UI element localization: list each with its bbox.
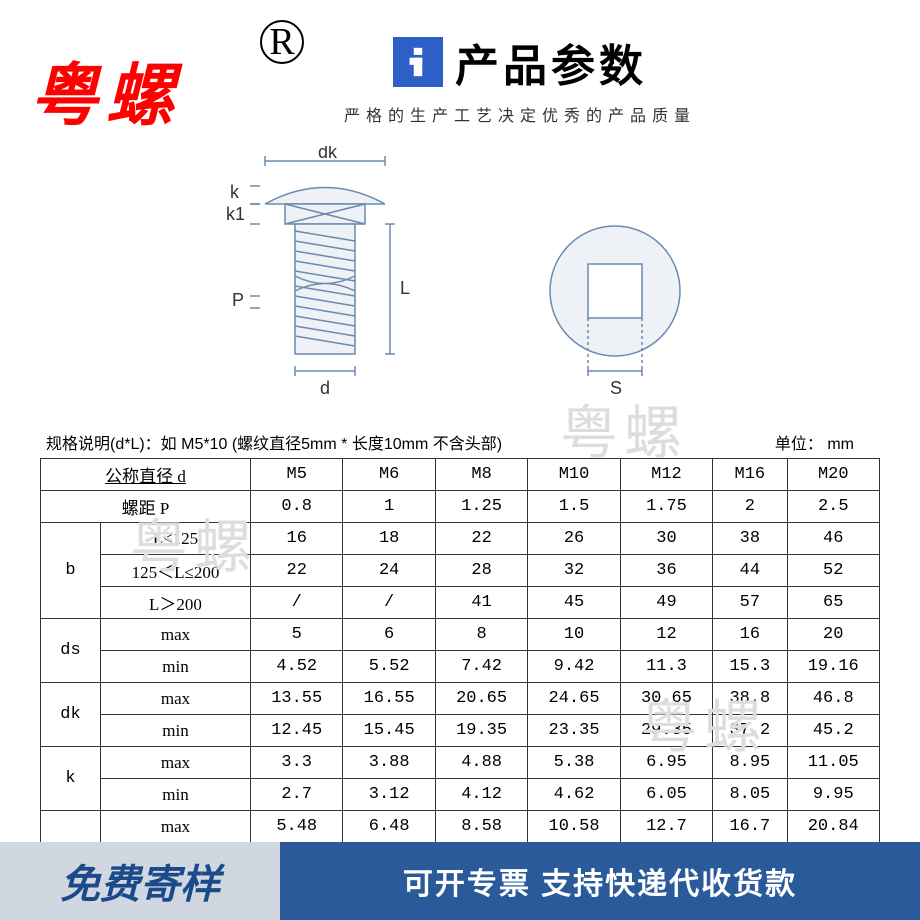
spec-note: 规格说明(d*L)：如 M5*10 (螺纹直径5mm * 长度10mm 不含头部… — [40, 426, 880, 458]
svg-text:S: S — [610, 378, 622, 398]
svg-text:L: L — [400, 278, 410, 298]
footer-right: 可开专票 支持快递代收货款 — [280, 842, 920, 920]
brand-logo: 粤螺 — [30, 40, 182, 139]
spec-table: 公称直径 dM5M6M8M10M12M16M20螺距 P0.811.251.51… — [40, 458, 880, 843]
screw-top-diagram: S — [530, 216, 710, 411]
table-area: 规格说明(d*L)：如 M5*10 (螺纹直径5mm * 长度10mm 不含头部… — [0, 426, 920, 843]
footer-left: 免费寄样 — [0, 842, 280, 920]
info-icon — [393, 37, 443, 87]
svg-text:d: d — [320, 378, 330, 398]
diagram-area: dk k k1 P L d S 粤螺 — [0, 136, 920, 426]
svg-text:k1: k1 — [226, 204, 245, 224]
svg-text:dk: dk — [318, 146, 338, 162]
screw-side-diagram: dk k k1 P L d — [210, 146, 430, 411]
page-subtitle: 严格的生产工艺决定优秀的产品质量 — [344, 102, 696, 126]
svg-text:P: P — [232, 290, 244, 310]
registered-mark: R — [260, 20, 304, 64]
page-title: 产品参数 — [455, 30, 647, 94]
svg-text:k: k — [230, 182, 240, 202]
header: 粤螺 R 产品参数 严格的生产工艺决定优秀的产品质量 — [0, 0, 920, 136]
footer: 免费寄样 可开专票 支持快递代收货款 — [0, 842, 920, 920]
